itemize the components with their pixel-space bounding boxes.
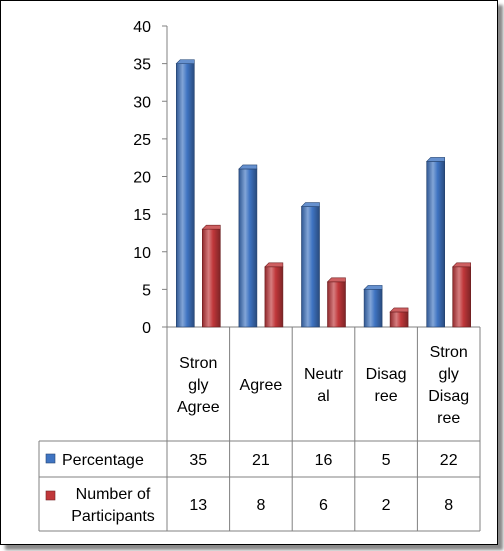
y-tick-label: 30 — [133, 94, 151, 111]
bar-body — [327, 281, 346, 328]
bar-top — [238, 164, 258, 170]
bar-body — [238, 168, 258, 328]
y-tick-label: 5 — [142, 282, 151, 299]
bar-participants — [451, 262, 472, 328]
table-value: 35 — [189, 452, 207, 469]
table-value: 8 — [444, 497, 453, 514]
bar-percentage — [425, 157, 446, 328]
category-label: Stron gly Agree — [177, 355, 220, 416]
y-tick-label: 25 — [133, 132, 151, 149]
bar-top — [300, 202, 320, 207]
table-value: 5 — [382, 452, 391, 469]
category-label: Neutr al — [304, 366, 344, 405]
bar-body — [176, 63, 195, 328]
bar-top — [425, 157, 446, 162]
bar-body — [452, 266, 472, 328]
table-value: 13 — [189, 497, 207, 514]
bar-body — [363, 289, 383, 328]
bar-body — [202, 228, 221, 328]
legend-key — [45, 453, 56, 464]
bar-body — [264, 266, 284, 328]
y-tick-label: 20 — [133, 170, 151, 187]
table-value: 22 — [440, 452, 458, 469]
bar-body — [301, 206, 320, 328]
bars — [175, 59, 472, 328]
category-label: Stron gly Disag ree — [428, 344, 469, 427]
table-value: 2 — [382, 497, 391, 514]
y-tick-label: 15 — [133, 207, 151, 224]
y-tick-label: 40 — [133, 19, 151, 36]
bar-body — [389, 311, 409, 328]
bar-participants — [389, 307, 409, 328]
table-value: 6 — [319, 497, 328, 514]
bar-body — [426, 161, 446, 328]
bar-percentage — [363, 285, 383, 328]
bar-percentage — [175, 59, 195, 328]
table-value: 8 — [256, 497, 265, 514]
bar-participants — [326, 277, 346, 328]
bar-top — [363, 285, 383, 290]
category-label: Agree — [240, 377, 283, 394]
legend-label: Percentage — [62, 452, 144, 469]
table-value: 21 — [252, 452, 270, 469]
bar-top — [451, 262, 472, 268]
legend-label: Number of Participants — [71, 486, 155, 525]
y-tick-label: 10 — [133, 245, 151, 262]
bar-participants — [201, 224, 221, 328]
y-tick-label: 0 — [142, 320, 151, 337]
bar-top — [389, 307, 409, 313]
table-value: 16 — [315, 452, 333, 469]
legend-key — [45, 490, 56, 501]
y-tick-label: 35 — [133, 57, 151, 74]
category-label: Disag ree — [366, 366, 407, 405]
bar-percentage — [300, 202, 320, 328]
bar-participants — [264, 262, 284, 328]
bar-top — [175, 59, 195, 64]
bar-top — [201, 224, 221, 230]
axes: 0 5 10 15 20 25 30 35 40 — [133, 19, 480, 337]
bar-percentage — [238, 164, 258, 328]
bar-top — [264, 262, 284, 268]
data-table: Stron gly Agree Agree Neutr al Disag ree Stron gl… — [38, 327, 481, 532]
bar-top — [326, 277, 346, 283]
